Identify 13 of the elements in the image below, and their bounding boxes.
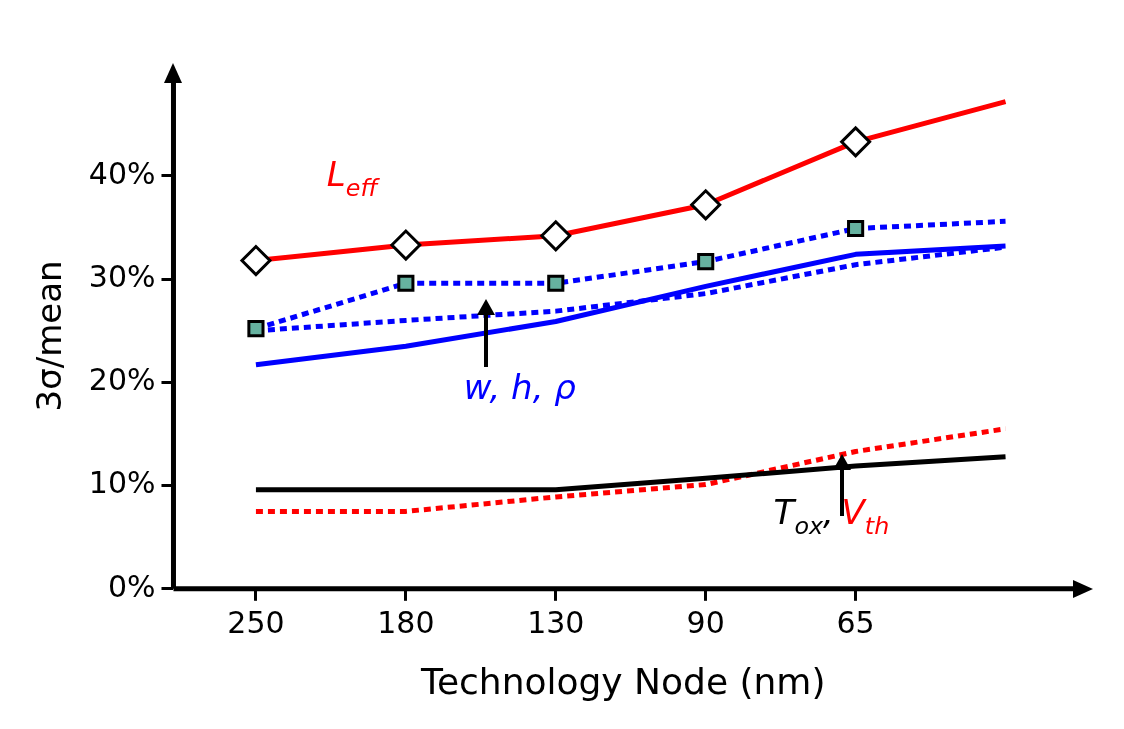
- y-tick-label: 10%: [88, 465, 156, 501]
- y-tick-label: 40%: [88, 155, 156, 191]
- annotation: w, h, ρ: [463, 367, 577, 408]
- x-tick-label: 65: [836, 604, 875, 640]
- y-tick-label: 0%: [107, 568, 156, 604]
- x-tick-label: 180: [377, 604, 435, 640]
- y-axis-title: 3σ/mean: [29, 260, 70, 412]
- x-tick-label: 250: [227, 604, 285, 640]
- x-axis-title: Technology Node (nm): [420, 660, 826, 702]
- y-tick-label: 20%: [88, 362, 156, 398]
- x-tick-label: 90: [686, 604, 725, 640]
- x-tick-label: 130: [527, 604, 585, 640]
- y-tick-label: 30%: [88, 258, 156, 294]
